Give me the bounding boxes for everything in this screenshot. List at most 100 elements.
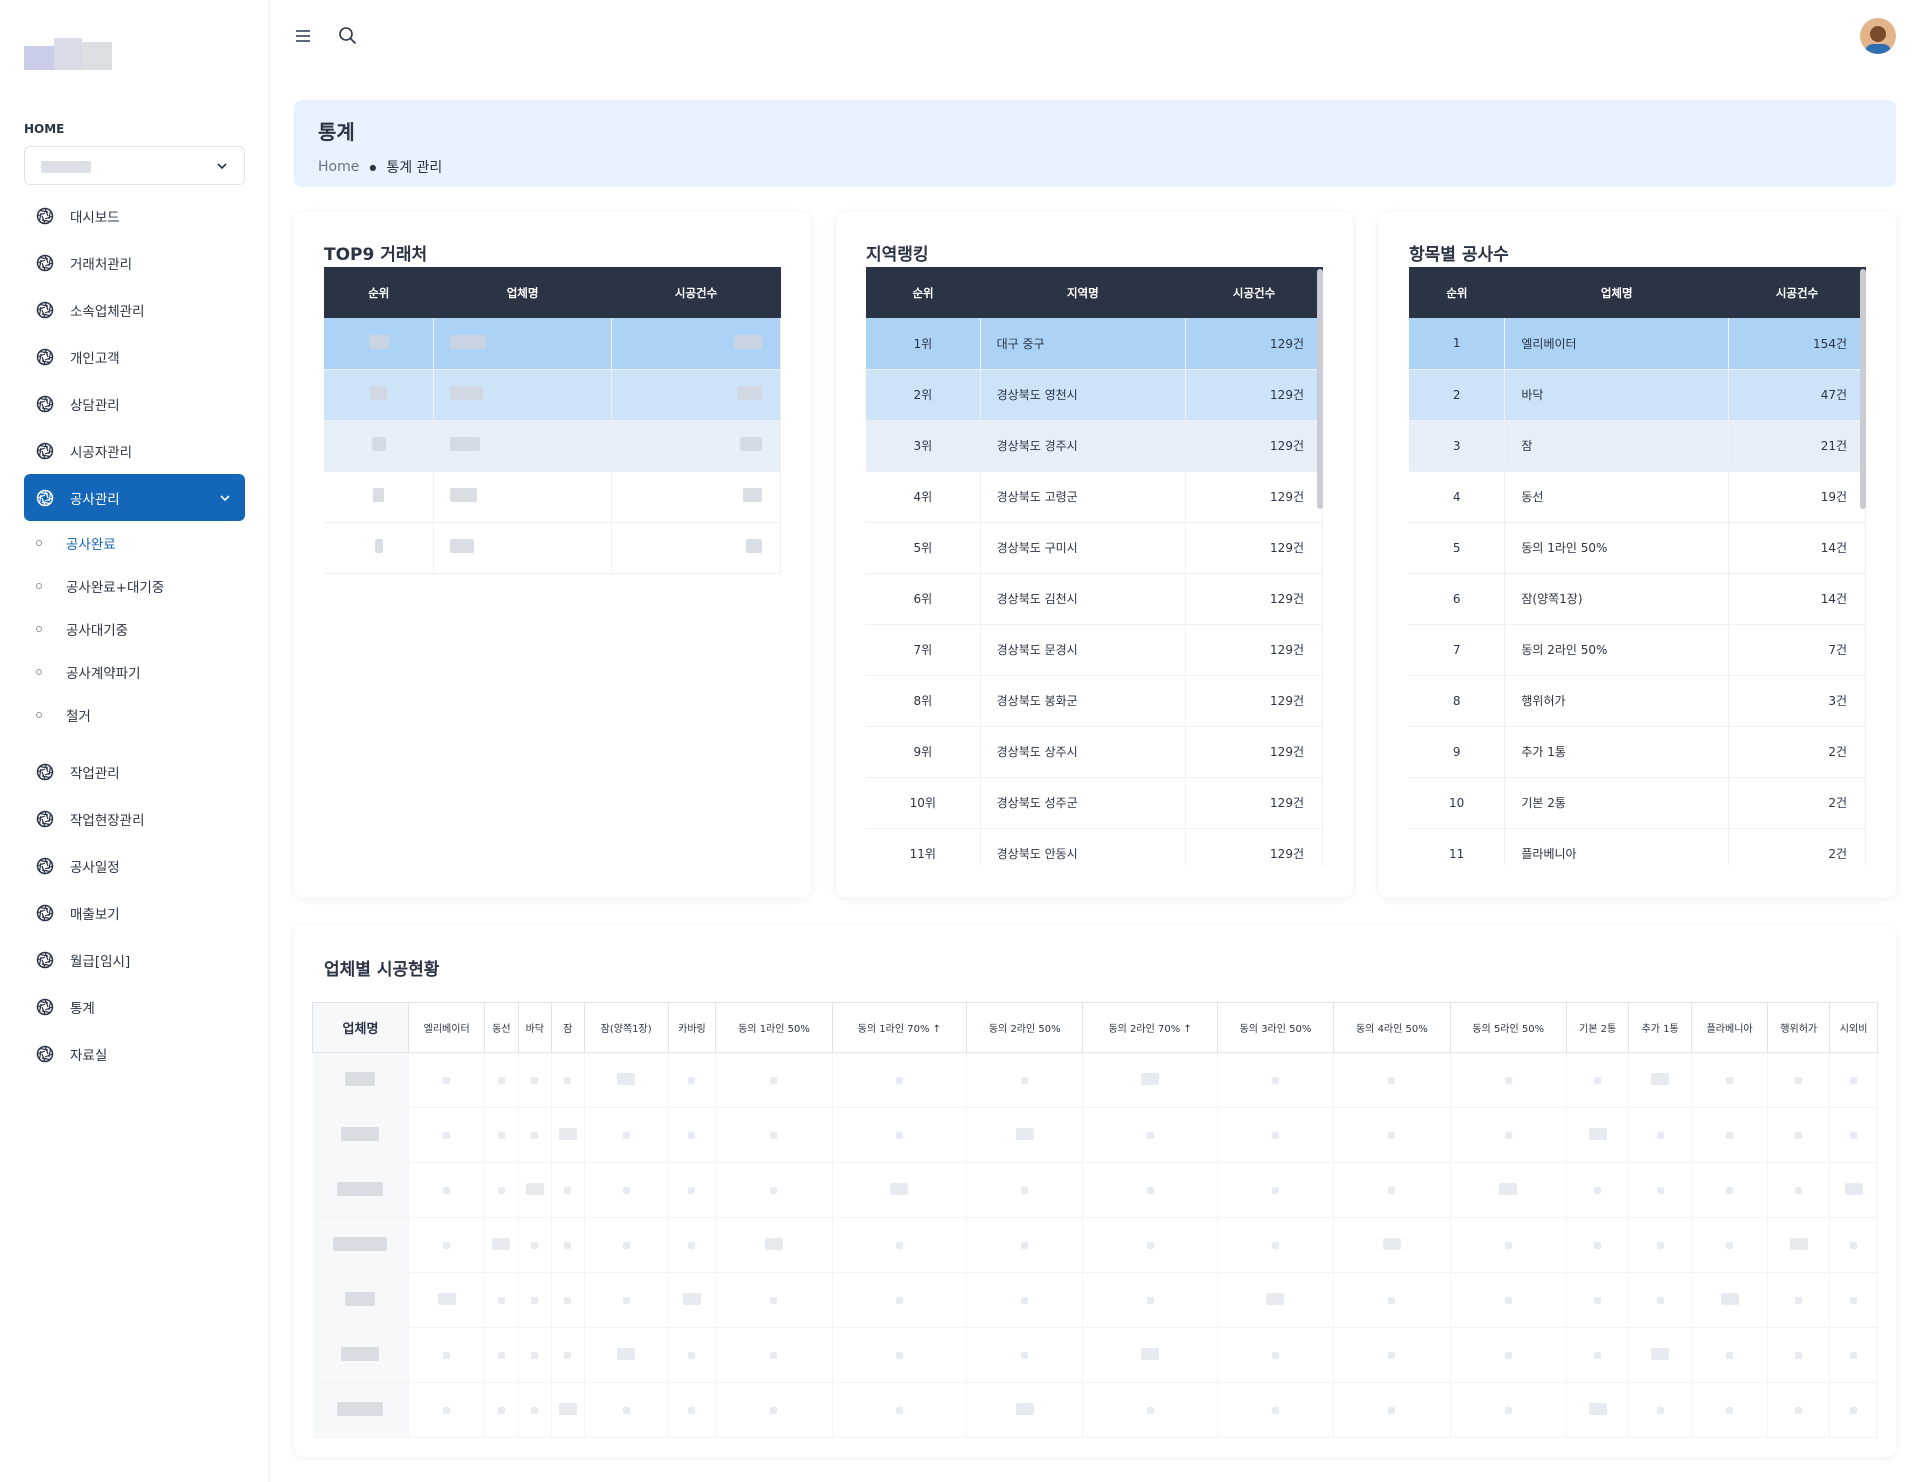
menu-item[interactable]: 시공자관리 bbox=[24, 427, 245, 474]
column-header[interactable]: 동선 bbox=[484, 1002, 519, 1053]
table-row[interactable] bbox=[324, 318, 781, 370]
menu-item[interactable]: 매출보기 bbox=[24, 889, 245, 936]
column-header[interactable]: 잠 bbox=[550, 1002, 585, 1053]
submenu-item[interactable]: 공사완료+대기중 bbox=[24, 564, 245, 607]
menu-item[interactable]: 개인고객 bbox=[24, 333, 245, 380]
column-header[interactable]: 동의 1라인 70% ↑ bbox=[831, 1002, 968, 1053]
redacted bbox=[1504, 1132, 1512, 1139]
table-row[interactable]: 4위 경상북도 고령군 129건 bbox=[866, 471, 1323, 523]
column-header[interactable]: 순위 bbox=[324, 267, 434, 318]
column-header[interactable]: 기본 2통 bbox=[1565, 1002, 1630, 1053]
table-row[interactable]: 3위 경상북도 경주시 129건 bbox=[866, 420, 1323, 472]
column-header[interactable]: 플라베니아 bbox=[1690, 1002, 1769, 1053]
table-row[interactable] bbox=[324, 420, 781, 472]
table-row[interactable]: 10 기본 2통 2건 bbox=[1409, 777, 1866, 829]
column-header[interactable]: 엘리베이터 bbox=[407, 1002, 486, 1053]
table-row[interactable]: 6위 경상북도 김천시 129건 bbox=[866, 573, 1323, 625]
table-row[interactable]: 5 동의 1라인 50% 14건 bbox=[1409, 522, 1866, 574]
menu-item[interactable]: 대시보드 bbox=[24, 192, 245, 239]
table-row[interactable] bbox=[324, 522, 781, 574]
redacted bbox=[450, 539, 475, 553]
submenu-item[interactable]: 공사계약파기 bbox=[24, 650, 245, 693]
column-header[interactable]: 순위 bbox=[1409, 267, 1505, 318]
column-header[interactable]: 카바링 bbox=[667, 1002, 717, 1053]
column-header[interactable]: 동의 1라인 50% bbox=[715, 1002, 833, 1053]
logo[interactable] bbox=[24, 38, 112, 78]
table-row[interactable]: 9 추가 1통 2건 bbox=[1409, 726, 1866, 778]
bullet bbox=[36, 711, 42, 718]
menu-item[interactable]: 월급[임시] bbox=[24, 936, 245, 983]
submenu-item[interactable]: 철거 bbox=[24, 693, 245, 736]
column-header[interactable]: 시공건수 bbox=[1728, 267, 1866, 318]
search-button[interactable] bbox=[338, 26, 358, 46]
menu-toggle[interactable] bbox=[294, 27, 312, 45]
table-row[interactable]: 6 잠(양쪽1장) 14건 bbox=[1409, 573, 1866, 625]
data-table: 순위 지역명 시공건수 1위 대구 중구 129건 2위 경상북도 영천시 129건 3위 경상북도… bbox=[866, 267, 1323, 866]
menu-item[interactable]: 공사관리 bbox=[24, 474, 245, 521]
table-row[interactable]: 8위 경상북도 봉화군 129건 bbox=[866, 675, 1323, 727]
table-row[interactable]: 8 행위허가 3건 bbox=[1409, 675, 1866, 727]
column-header[interactable]: 추가 1통 bbox=[1628, 1002, 1692, 1053]
table-row[interactable] bbox=[324, 471, 781, 523]
column-header[interactable]: 업체명 bbox=[312, 1002, 409, 1053]
table-row[interactable] bbox=[312, 1052, 1878, 1108]
site-select[interactable] bbox=[24, 146, 245, 185]
table-row[interactable] bbox=[312, 1272, 1878, 1328]
submenu-item[interactable]: 공사대기중 bbox=[24, 607, 245, 650]
column-header[interactable]: 시외비 bbox=[1829, 1002, 1878, 1053]
column-header[interactable]: 동의 4라인 50% bbox=[1333, 1002, 1451, 1053]
table-row[interactable]: 4 동선 19건 bbox=[1409, 471, 1866, 523]
menu-item[interactable]: 소속업체관리 bbox=[24, 286, 245, 333]
user-avatar[interactable] bbox=[1860, 18, 1896, 54]
column-header[interactable]: 순위 bbox=[866, 267, 981, 318]
column-header[interactable]: 동의 3라인 50% bbox=[1216, 1002, 1335, 1053]
table-row[interactable] bbox=[324, 369, 781, 421]
table-row[interactable]: 11위 경상북도 안동시 129건 bbox=[866, 828, 1323, 866]
menu-item[interactable]: 자료실 bbox=[24, 1030, 245, 1077]
table-row[interactable]: 1위 대구 중구 129건 bbox=[866, 318, 1323, 370]
redacted bbox=[622, 1242, 630, 1249]
submenu-item[interactable]: 공사완료 bbox=[24, 521, 245, 564]
redacted bbox=[1504, 1407, 1512, 1414]
submenu-label: 철거 bbox=[66, 708, 91, 725]
table-row[interactable]: 7 동의 2라인 50% 7건 bbox=[1409, 624, 1866, 676]
column-header[interactable]: 업체명 bbox=[433, 267, 612, 318]
table-row[interactable]: 9위 경상북도 상주시 129건 bbox=[866, 726, 1323, 778]
column-header[interactable]: 시공건수 bbox=[1185, 267, 1323, 318]
column-header[interactable]: 지역명 bbox=[980, 267, 1186, 318]
column-header[interactable]: 잠(양쪽1장) bbox=[583, 1002, 669, 1053]
table-row[interactable] bbox=[312, 1327, 1878, 1383]
table-row[interactable] bbox=[312, 1107, 1878, 1163]
redacted bbox=[1388, 1407, 1396, 1414]
table-row[interactable] bbox=[312, 1162, 1878, 1218]
table-row[interactable]: 11 플라베니아 2건 bbox=[1409, 828, 1866, 866]
menu-item[interactable]: 상담관리 bbox=[24, 380, 245, 427]
menu-item[interactable]: 작업관리 bbox=[24, 748, 245, 795]
column-header[interactable]: 동의 5라인 50% bbox=[1449, 1002, 1567, 1053]
breadcrumb-item[interactable]: Home bbox=[318, 159, 360, 175]
table-cell: 경상북도 고령군 bbox=[980, 471, 1187, 523]
column-header[interactable]: 바닥 bbox=[517, 1002, 552, 1053]
table-row[interactable]: 2 바닥 47건 bbox=[1409, 369, 1866, 421]
table-row[interactable]: 7위 경상북도 문경시 129건 bbox=[866, 624, 1323, 676]
menu-item[interactable]: 거래처관리 bbox=[24, 239, 245, 286]
table-row[interactable]: 5위 경상북도 구미시 129건 bbox=[866, 522, 1323, 574]
table-row[interactable]: 1 엘리베이터 154건 bbox=[1409, 318, 1866, 370]
table-row[interactable]: 2위 경상북도 영천시 129건 bbox=[866, 369, 1323, 421]
table-row[interactable] bbox=[312, 1217, 1878, 1273]
blurred-cell bbox=[551, 1052, 585, 1108]
table-row[interactable]: 3 잠 21건 bbox=[1409, 420, 1866, 472]
column-header[interactable]: 동의 2라인 50% bbox=[966, 1002, 1084, 1053]
table-row[interactable]: 10위 경상북도 성주군 129건 bbox=[866, 777, 1323, 829]
redacted bbox=[1021, 1242, 1029, 1249]
redacted bbox=[1850, 1352, 1858, 1359]
column-header[interactable]: 업체명 bbox=[1504, 267, 1729, 318]
menu-item[interactable]: 작업현장관리 bbox=[24, 795, 245, 842]
menu-item[interactable]: 공사일정 bbox=[24, 842, 245, 889]
column-header[interactable]: 동의 2라인 70% ↑ bbox=[1082, 1002, 1218, 1053]
redacted bbox=[895, 1132, 903, 1139]
table-row[interactable] bbox=[312, 1382, 1878, 1438]
menu-item[interactable]: 통계 bbox=[24, 983, 245, 1030]
column-header[interactable]: 시공건수 bbox=[611, 267, 781, 318]
column-header[interactable]: 행위허가 bbox=[1767, 1002, 1831, 1053]
